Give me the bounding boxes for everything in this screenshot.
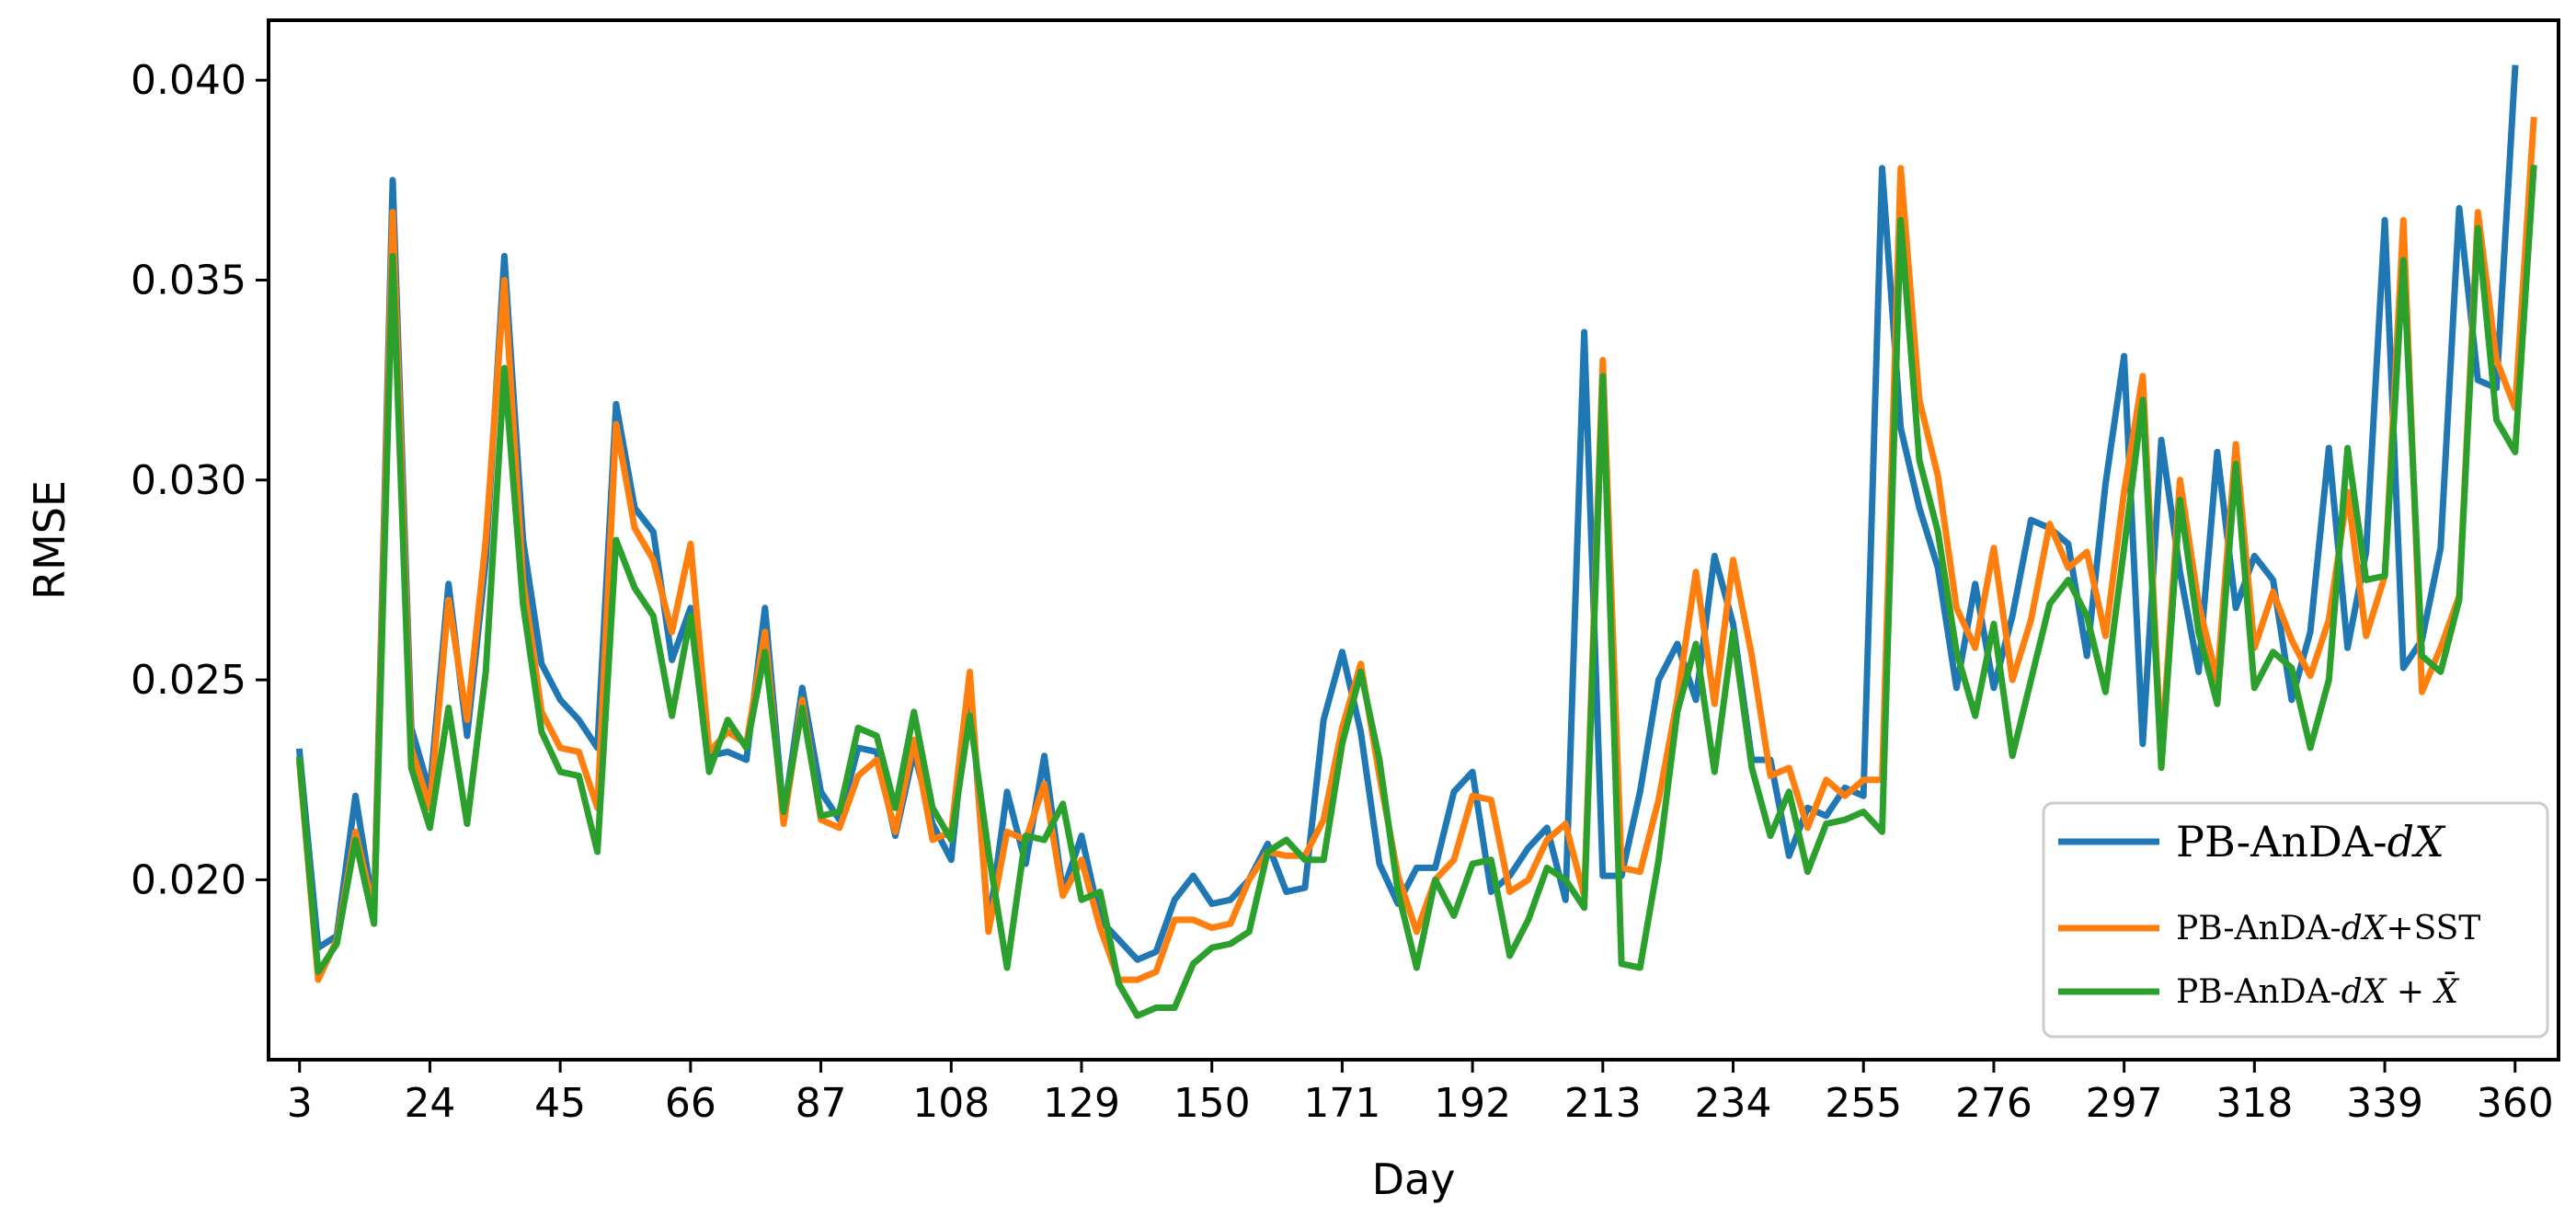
x-tick-label: 339 [2346, 1080, 2423, 1127]
x-tick-label: 297 [2086, 1080, 2163, 1127]
y-tick-label: 0.035 [131, 258, 246, 304]
x-tick-label: 255 [1825, 1080, 1902, 1127]
legend-label-3: PB-AnDA-dX + X̄ [2176, 971, 2459, 1011]
x-tick-label: 318 [2215, 1080, 2293, 1127]
legend-label-1: PB-AnDA-dX [2176, 817, 2446, 867]
y-tick-label: 0.030 [131, 457, 246, 504]
x-tick-label: 87 [796, 1080, 847, 1127]
x-tick-label: 45 [534, 1080, 586, 1127]
y-tick-label: 0.020 [131, 856, 246, 903]
y-axis-label: RMSE [25, 480, 74, 600]
x-tick-label: 108 [912, 1080, 990, 1127]
y-tick-label: 0.025 [131, 657, 246, 704]
legend: PB-AnDA-dX PB-AnDA-dX+SST PB-AnDA-dX + X̄ [2042, 801, 2549, 1039]
x-tick-label: 276 [1955, 1080, 2032, 1127]
x-tick-label: 360 [2477, 1080, 2554, 1127]
x-tick-label: 129 [1043, 1080, 1120, 1127]
x-tick-label: 213 [1564, 1080, 1642, 1127]
series-line-1 [295, 64, 2519, 963]
plot-frame [267, 18, 2560, 1062]
x-tick-label: 150 [1174, 1080, 1251, 1127]
legend-label-2: PB-AnDA-dX+SST [2176, 910, 2480, 947]
x-axis-label: Day [1372, 1154, 1456, 1204]
legend-box [2042, 801, 2549, 1039]
x-tick-label: 24 [404, 1080, 455, 1127]
x-tick-label: 3 [287, 1080, 313, 1127]
series-line-3 [295, 165, 2537, 1019]
x-tick-label: 66 [665, 1080, 716, 1127]
x-tick-label: 192 [1434, 1080, 1511, 1127]
x-tick-label: 171 [1303, 1080, 1380, 1127]
y-tick-label: 0.040 [131, 57, 246, 104]
x-tick-label: 234 [1695, 1080, 1772, 1127]
